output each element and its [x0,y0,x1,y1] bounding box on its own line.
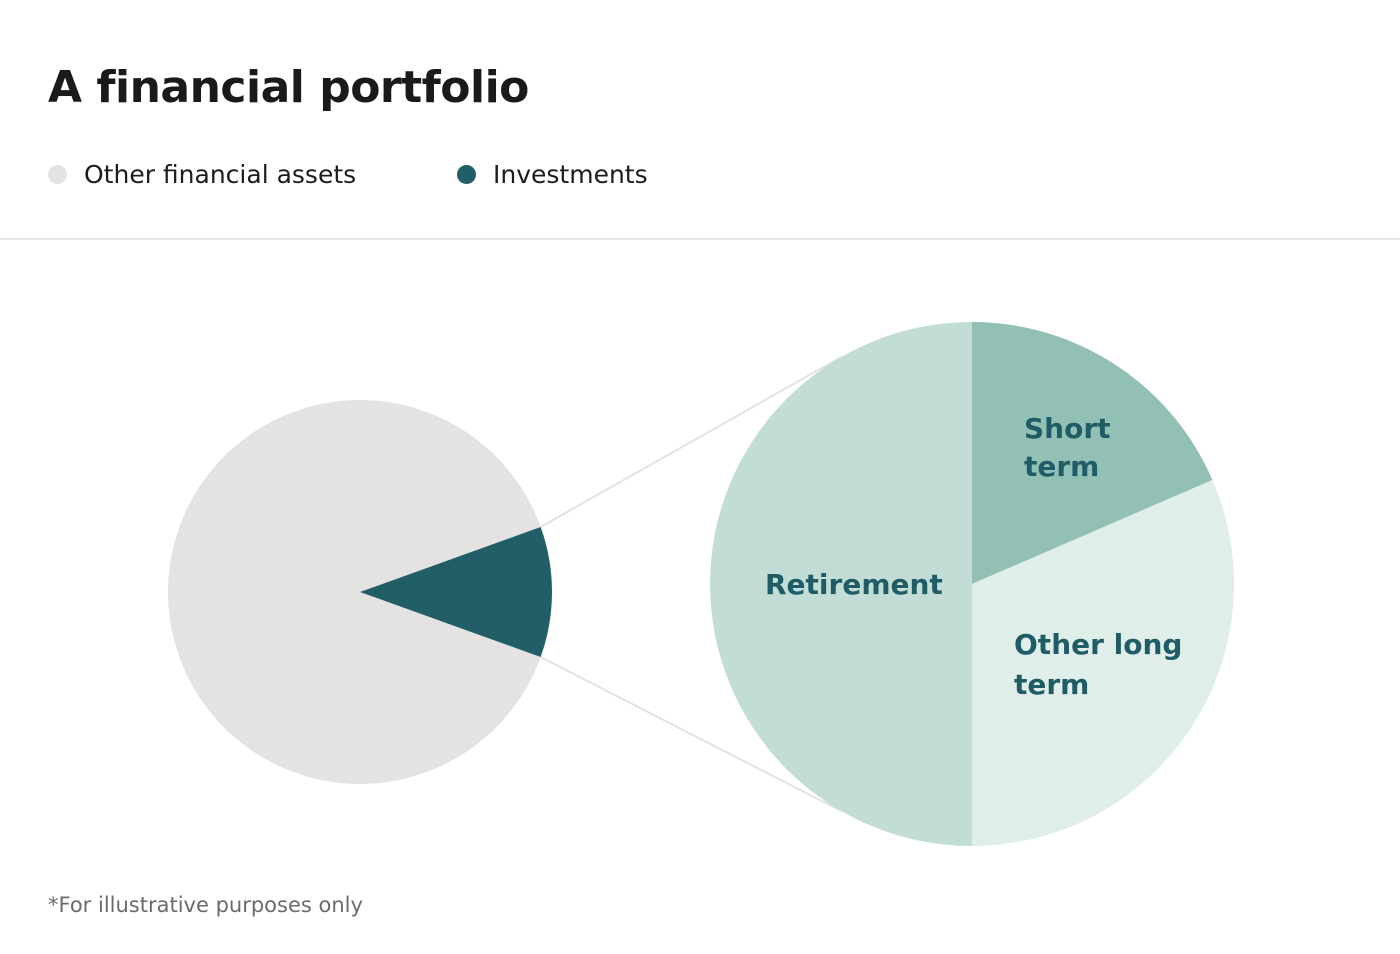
connector-line-top [540,356,842,528]
legend: Other financial assets Investments [48,156,948,192]
connector-lines [540,356,842,812]
legend-label-other-financial-assets: Other financial assets [84,159,357,189]
slice-label-other-long-term: Other long term [1014,628,1182,701]
chart-svg: Short term Other long term Retirement [168,322,1234,846]
slice-label-retirement: Retirement [765,568,943,601]
pie-slice-other-financial-assets [168,400,541,784]
chart-title: A financial portfolio [48,62,529,113]
legend-item-other-financial-assets: Other financial assets [48,156,356,192]
pie-slice-short-term [972,322,1213,584]
pie-of-pie-chart: Short term Other long term Retirement [0,242,1400,882]
pie-slice-other-long-term [972,479,1234,846]
legend-label-investments: Investments [493,159,648,189]
legend-swatch-investments [457,164,476,184]
connector-line-bottom [540,656,842,812]
footnote: *For illustrative purposes only [48,893,363,917]
legend-item-investments: Investments [457,156,648,192]
pie-slice-investments [360,526,552,658]
pie-slice-retirement [710,322,972,846]
chart-header: A financial portfolio Other financial as… [0,0,1400,240]
legend-swatch-other-financial-assets [48,164,67,184]
slice-label-short-term: Short term [1024,412,1111,483]
